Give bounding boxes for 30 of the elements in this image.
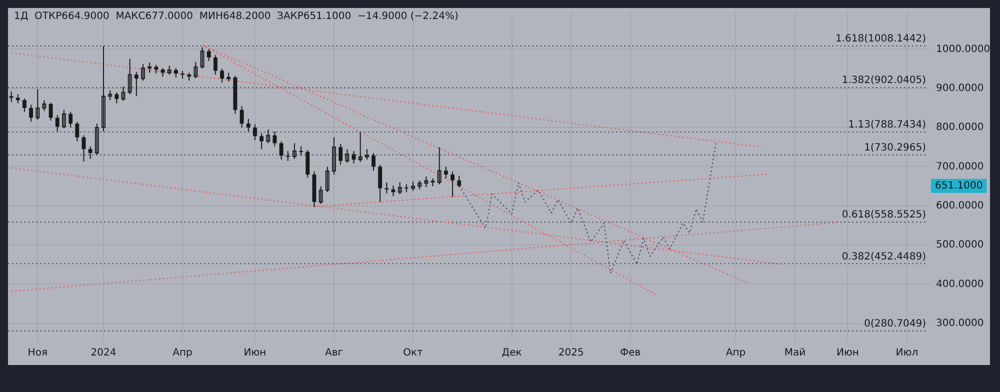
x-tick-label: Фев bbox=[620, 348, 641, 359]
ref-line-label: 0(280.7049) bbox=[864, 318, 926, 330]
chart-title: 1Д ОТКР664.9000 МАКС677.0000 МИН648.2000 ЗАКР651.1000 −14.9000 (−2.24%) bbox=[14, 11, 458, 22]
x-tick-label: Июл bbox=[896, 348, 918, 359]
y-tick-label: 500.0000 bbox=[936, 240, 984, 251]
x-tick-label: Дек bbox=[502, 348, 522, 359]
ref-line-label: 1.618(1008.1442) bbox=[835, 34, 926, 45]
y-tick-label: 1000.0000 bbox=[936, 44, 990, 55]
y-tick-label: 700.0000 bbox=[936, 161, 984, 172]
text: 651.1000 bbox=[935, 180, 983, 192]
x-tick-label: Окт bbox=[403, 348, 424, 359]
y-tick-label: 800.0000 bbox=[936, 122, 984, 134]
x-tick-label: Авг bbox=[324, 348, 343, 359]
ref-line-label: 1.382(902.0405) bbox=[842, 75, 926, 86]
x-tick-label: Июн bbox=[836, 348, 859, 359]
ref-line-label: 0.382(452.4489) bbox=[842, 251, 926, 262]
x-tick-label: Апр bbox=[726, 348, 746, 359]
ref-line-label: 0.618(558.5525) bbox=[842, 210, 926, 221]
y-tick-label: 400.0000 bbox=[936, 278, 984, 290]
x-tick-label: Апр bbox=[172, 348, 192, 359]
x-tick-label: Июн bbox=[244, 348, 266, 359]
x-tick-label: 2024 bbox=[90, 348, 116, 359]
y-tick-label: 600.0000 bbox=[936, 200, 984, 212]
ref-line-label: 1(730.2965) bbox=[864, 142, 926, 154]
y-tick-label: 900.0000 bbox=[936, 82, 984, 94]
x-tick-label: Май bbox=[784, 348, 806, 359]
ref-line-label: 1.13(788.7434) bbox=[848, 120, 926, 131]
x-tick-label: Ноя bbox=[28, 348, 48, 359]
x-tick-label: 2025 bbox=[558, 348, 584, 359]
y-tick-label: 300.0000 bbox=[936, 318, 984, 329]
